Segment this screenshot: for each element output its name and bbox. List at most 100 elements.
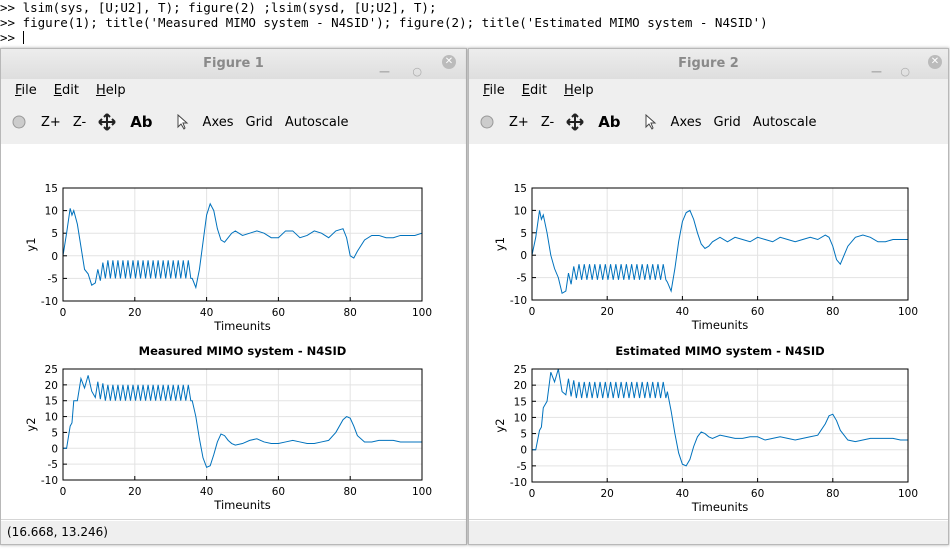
menu-bar: File Edit Help: [469, 79, 948, 103]
y-tick-label: 5: [51, 228, 58, 240]
figure-window[interactable]: Figure 2 — ○ ✕ File Edit Help Z+ Z- Ab Axes Gr…: [468, 48, 949, 545]
data-line: [532, 368, 908, 467]
y-tick-label: 15: [45, 396, 58, 408]
x-axis-label: Timeunits: [691, 318, 748, 332]
x-tick-label: 100: [898, 306, 918, 318]
y-tick-label: -10: [41, 475, 58, 487]
y-tick-label: -10: [510, 477, 527, 489]
data-line: [63, 375, 422, 468]
tool-button[interactable]: Axes: [202, 114, 234, 130]
y-axis-label: y1: [24, 237, 38, 251]
menu-bar: File Edit Help: [1, 79, 466, 103]
plot-title: Estimated MIMO system - N4SID: [615, 344, 824, 358]
tool-button[interactable]: Grid: [713, 114, 741, 130]
tool-button[interactable]: Axes: [670, 114, 702, 130]
x-tick-label: 40: [676, 306, 689, 318]
axes-box: [62, 187, 423, 302]
rotate-tool[interactable]: [11, 114, 27, 130]
tool-button[interactable]: Z-: [540, 114, 555, 130]
y-axis-label: y2: [493, 418, 507, 432]
x-tick-label: 80: [826, 488, 839, 500]
pan-tool[interactable]: [566, 113, 584, 131]
tool-button[interactable]: Z-: [72, 114, 87, 130]
tool-button[interactable]: Autoscale: [752, 114, 817, 130]
axes-box: [62, 368, 423, 481]
menu-item[interactable]: Edit: [53, 83, 79, 98]
x-tick-label: 60: [272, 486, 285, 498]
menu-item[interactable]: Help: [95, 83, 126, 98]
x-tick-label: 80: [344, 486, 357, 498]
rotate-tool[interactable]: [479, 114, 495, 130]
select-tool[interactable]: [643, 114, 657, 130]
y-tick-label: 0: [520, 445, 527, 457]
select-tool[interactable]: [175, 114, 189, 130]
x-axis-label: Timeunits: [213, 319, 270, 333]
x-tick-label: 0: [529, 306, 536, 318]
y-tick-label: 0: [51, 251, 58, 263]
x-tick-label: 0: [60, 307, 67, 319]
cursor: [22, 31, 24, 44]
x-tick-label: 40: [200, 307, 213, 319]
y-tick-label: 10: [514, 205, 527, 217]
window-title: Figure 2: [678, 56, 739, 71]
x-tick-label: 40: [676, 488, 689, 500]
axes-box: [531, 368, 909, 483]
pan-tool[interactable]: [98, 113, 116, 131]
menu-item[interactable]: File: [483, 83, 505, 98]
text-tool[interactable]: Ab: [598, 113, 621, 131]
close-button[interactable]: ✕: [442, 55, 456, 69]
y-tick-label: -10: [510, 295, 527, 307]
status-bar: [469, 519, 948, 544]
y-tick-label: 25: [45, 364, 58, 376]
x-tick-label: 20: [128, 307, 141, 319]
y-tick-label: -10: [41, 296, 58, 308]
x-axis-label: Timeunits: [691, 500, 748, 514]
menu-item[interactable]: Edit: [521, 83, 547, 98]
menu-item[interactable]: File: [15, 83, 37, 98]
figure-window[interactable]: Figure 1 — ○ ✕ File Edit Help Z+ Z- Ab Axes Gr…: [0, 48, 467, 545]
status-text: (16.668, 13.246): [7, 525, 108, 539]
toolbar: Z+ Z- Ab Axes Grid Autoscale: [469, 103, 948, 141]
data-line: [531, 209, 908, 295]
tool-button[interactable]: Z+: [509, 114, 529, 130]
y-tick-label: -5: [48, 273, 58, 285]
axes-box: [531, 187, 909, 301]
y-tick-label: -5: [517, 461, 527, 473]
console-prompt-row: >>: [0, 30, 950, 45]
tool-button[interactable]: Z+: [41, 114, 61, 130]
x-tick-label: 80: [826, 306, 839, 318]
window-title: Figure 1: [203, 56, 264, 71]
tool-button[interactable]: Autoscale: [284, 114, 349, 130]
x-tick-label: 20: [601, 306, 614, 318]
y-tick-label: 0: [520, 250, 527, 262]
x-tick-label: 100: [898, 488, 918, 500]
y-tick-label: -5: [517, 273, 527, 285]
y-tick-label: 10: [514, 412, 527, 424]
console: >> lsim(sys, [U;U2], T); figure(2) ;lsim…: [0, 0, 950, 48]
maximize-button[interactable]: ○: [412, 65, 422, 78]
y-tick-label: 20: [514, 380, 527, 392]
y-tick-label: 25: [514, 364, 527, 376]
x-tick-label: 0: [529, 488, 536, 500]
status-bar: (16.668, 13.246): [1, 519, 466, 544]
tool-button[interactable]: Grid: [245, 114, 273, 130]
y-tick-label: 15: [514, 396, 527, 408]
x-tick-label: 60: [272, 307, 285, 319]
toolbar: Z+ Z- Ab Axes Grid Autoscale: [1, 103, 466, 141]
minimize-button[interactable]: —: [871, 65, 882, 78]
y-axis-label: y2: [24, 417, 38, 431]
text-tool[interactable]: Ab: [130, 113, 153, 131]
y-tick-label: 15: [45, 183, 58, 195]
y-tick-label: 5: [520, 228, 527, 240]
minimize-button[interactable]: —: [379, 65, 390, 78]
menu-item[interactable]: Help: [563, 83, 594, 98]
y-tick-label: 20: [45, 380, 58, 392]
maximize-button[interactable]: ○: [900, 65, 910, 78]
title-bar: Figure 1 — ○ ✕: [1, 49, 466, 79]
console-line: >>: [0, 30, 23, 45]
data-line: [62, 202, 423, 290]
y-tick-label: 0: [51, 443, 58, 455]
close-button[interactable]: ✕: [928, 55, 942, 69]
